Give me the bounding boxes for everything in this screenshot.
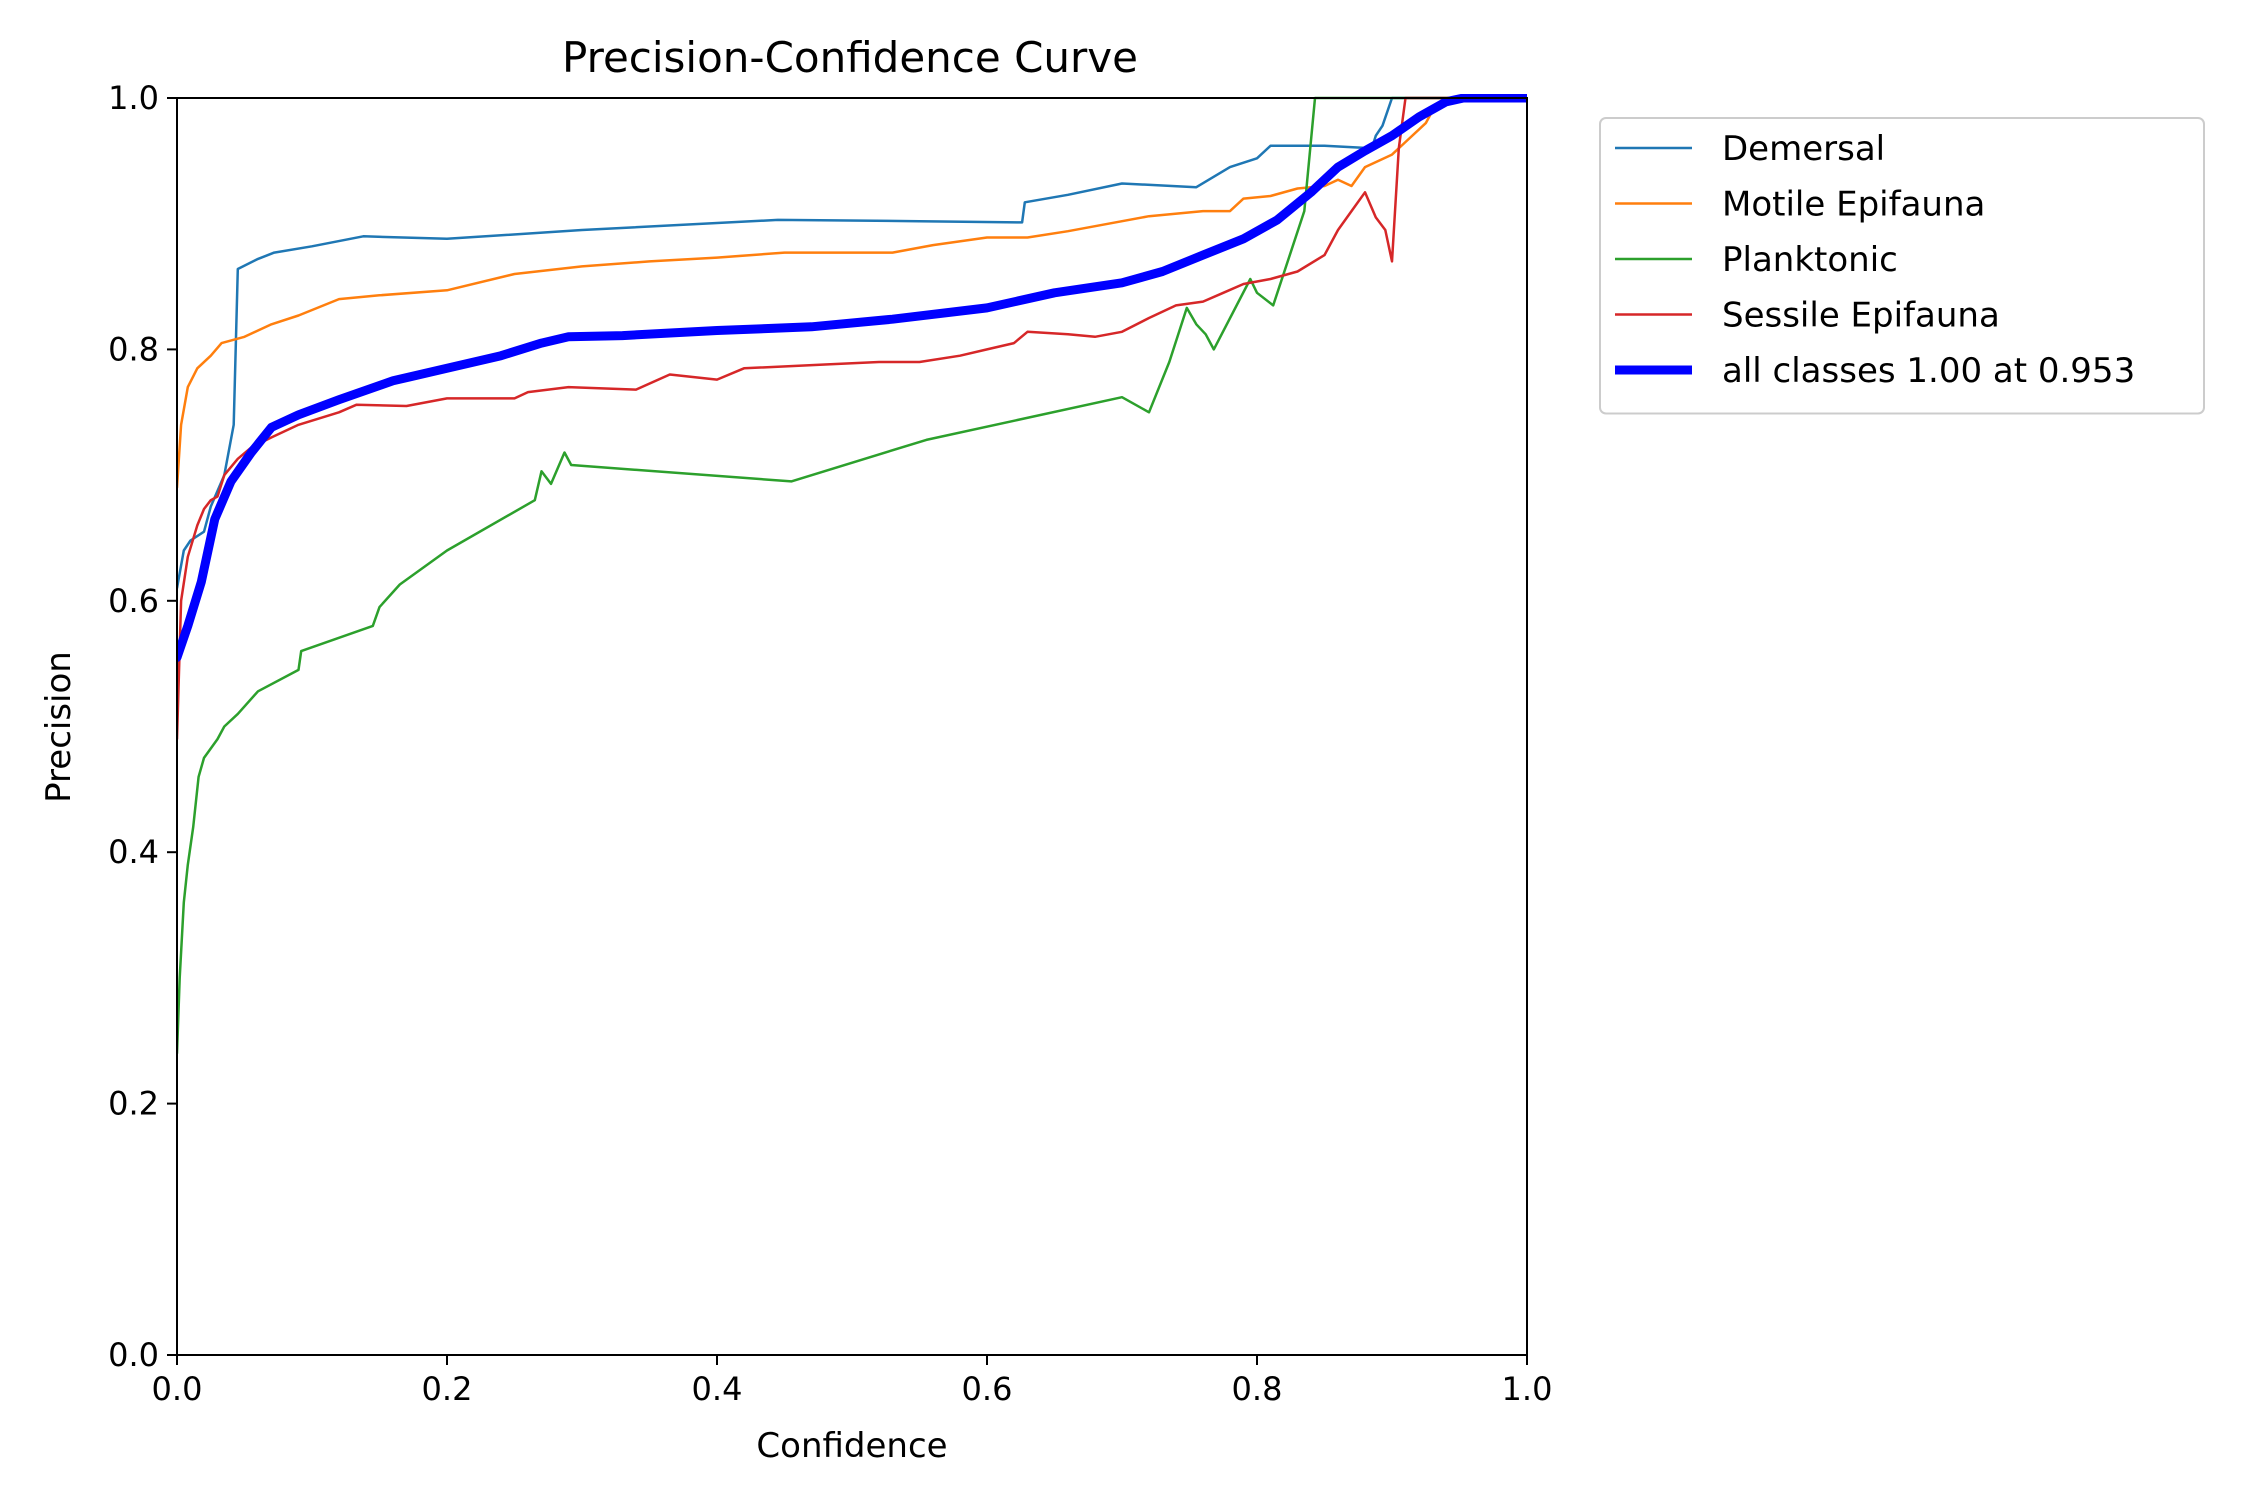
legend-label: Sessile Epifauna (1722, 296, 2000, 336)
legend-label: all classes 1.00 at 0.953 (1722, 351, 2135, 391)
legend-label: Demersal (1722, 129, 1885, 169)
plot-frame (176, 97, 1528, 1356)
legend-box (1599, 117, 2205, 415)
y-tick-label: 1.0 (108, 79, 159, 117)
x-tick-label: 0.2 (422, 1370, 473, 1408)
y-tick-label: 0.6 (108, 582, 159, 620)
series-line-motile-epifauna (177, 96, 1527, 489)
chart-title: Precision-Confidence Curve (562, 33, 1138, 82)
x-axis-label: Confidence (756, 1426, 947, 1466)
x-tick-label: 0.6 (962, 1370, 1013, 1408)
legend-label: Motile Epifauna (1722, 185, 1985, 225)
x-tick-label: 0.0 (152, 1370, 203, 1408)
x-tick-label: 1.0 (1502, 1370, 1553, 1408)
y-tick-label: 0.0 (108, 1336, 159, 1374)
series-line-sessile-epifauna (177, 96, 1527, 741)
series-line-demersal (177, 96, 1527, 590)
y-tick-label: 0.8 (108, 330, 159, 368)
y-tick-label: 0.2 (108, 1085, 159, 1123)
x-tick-label: 0.4 (692, 1370, 743, 1408)
series-line-planktonic (177, 96, 1527, 1055)
legend: Demersal Motile Epifauna Planktonic Sessile… (1599, 117, 2205, 415)
legend-label: Planktonic (1722, 240, 1898, 280)
x-tick-label: 0.8 (1232, 1370, 1283, 1408)
y-axis-label: Precision (39, 651, 79, 803)
series-line-all-classes-1-00-at-0-953 (177, 94, 1527, 662)
y-tick-label: 0.4 (108, 833, 159, 871)
